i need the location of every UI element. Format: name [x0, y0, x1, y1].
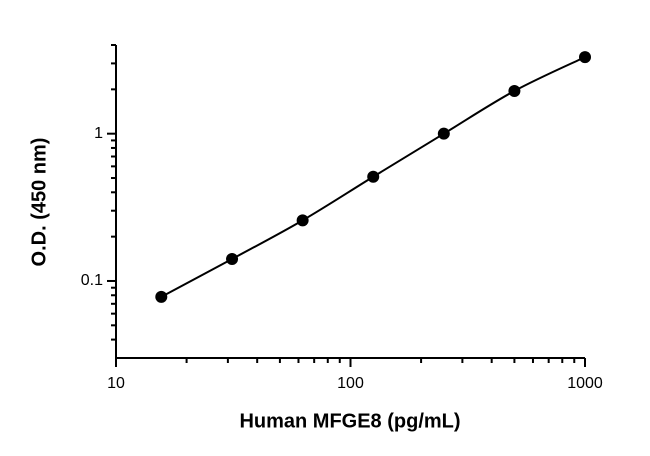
y-tick-label: 1	[94, 125, 103, 142]
x-axis-title: Human MFGE8 (pg/mL)	[239, 410, 460, 432]
data-point	[508, 84, 521, 97]
x-tick-label: 1000	[567, 375, 603, 392]
x-tick-label: 100	[337, 375, 364, 392]
data-point	[437, 127, 450, 140]
data-point	[296, 214, 309, 227]
data-point	[155, 290, 168, 303]
data-point	[367, 170, 380, 183]
y-tick-label: 0.1	[81, 272, 103, 289]
y-axis-title: O.D. (450 nm)	[28, 138, 50, 267]
data-point	[226, 253, 239, 266]
data-point	[579, 51, 591, 64]
x-tick-label: 10	[107, 375, 125, 392]
